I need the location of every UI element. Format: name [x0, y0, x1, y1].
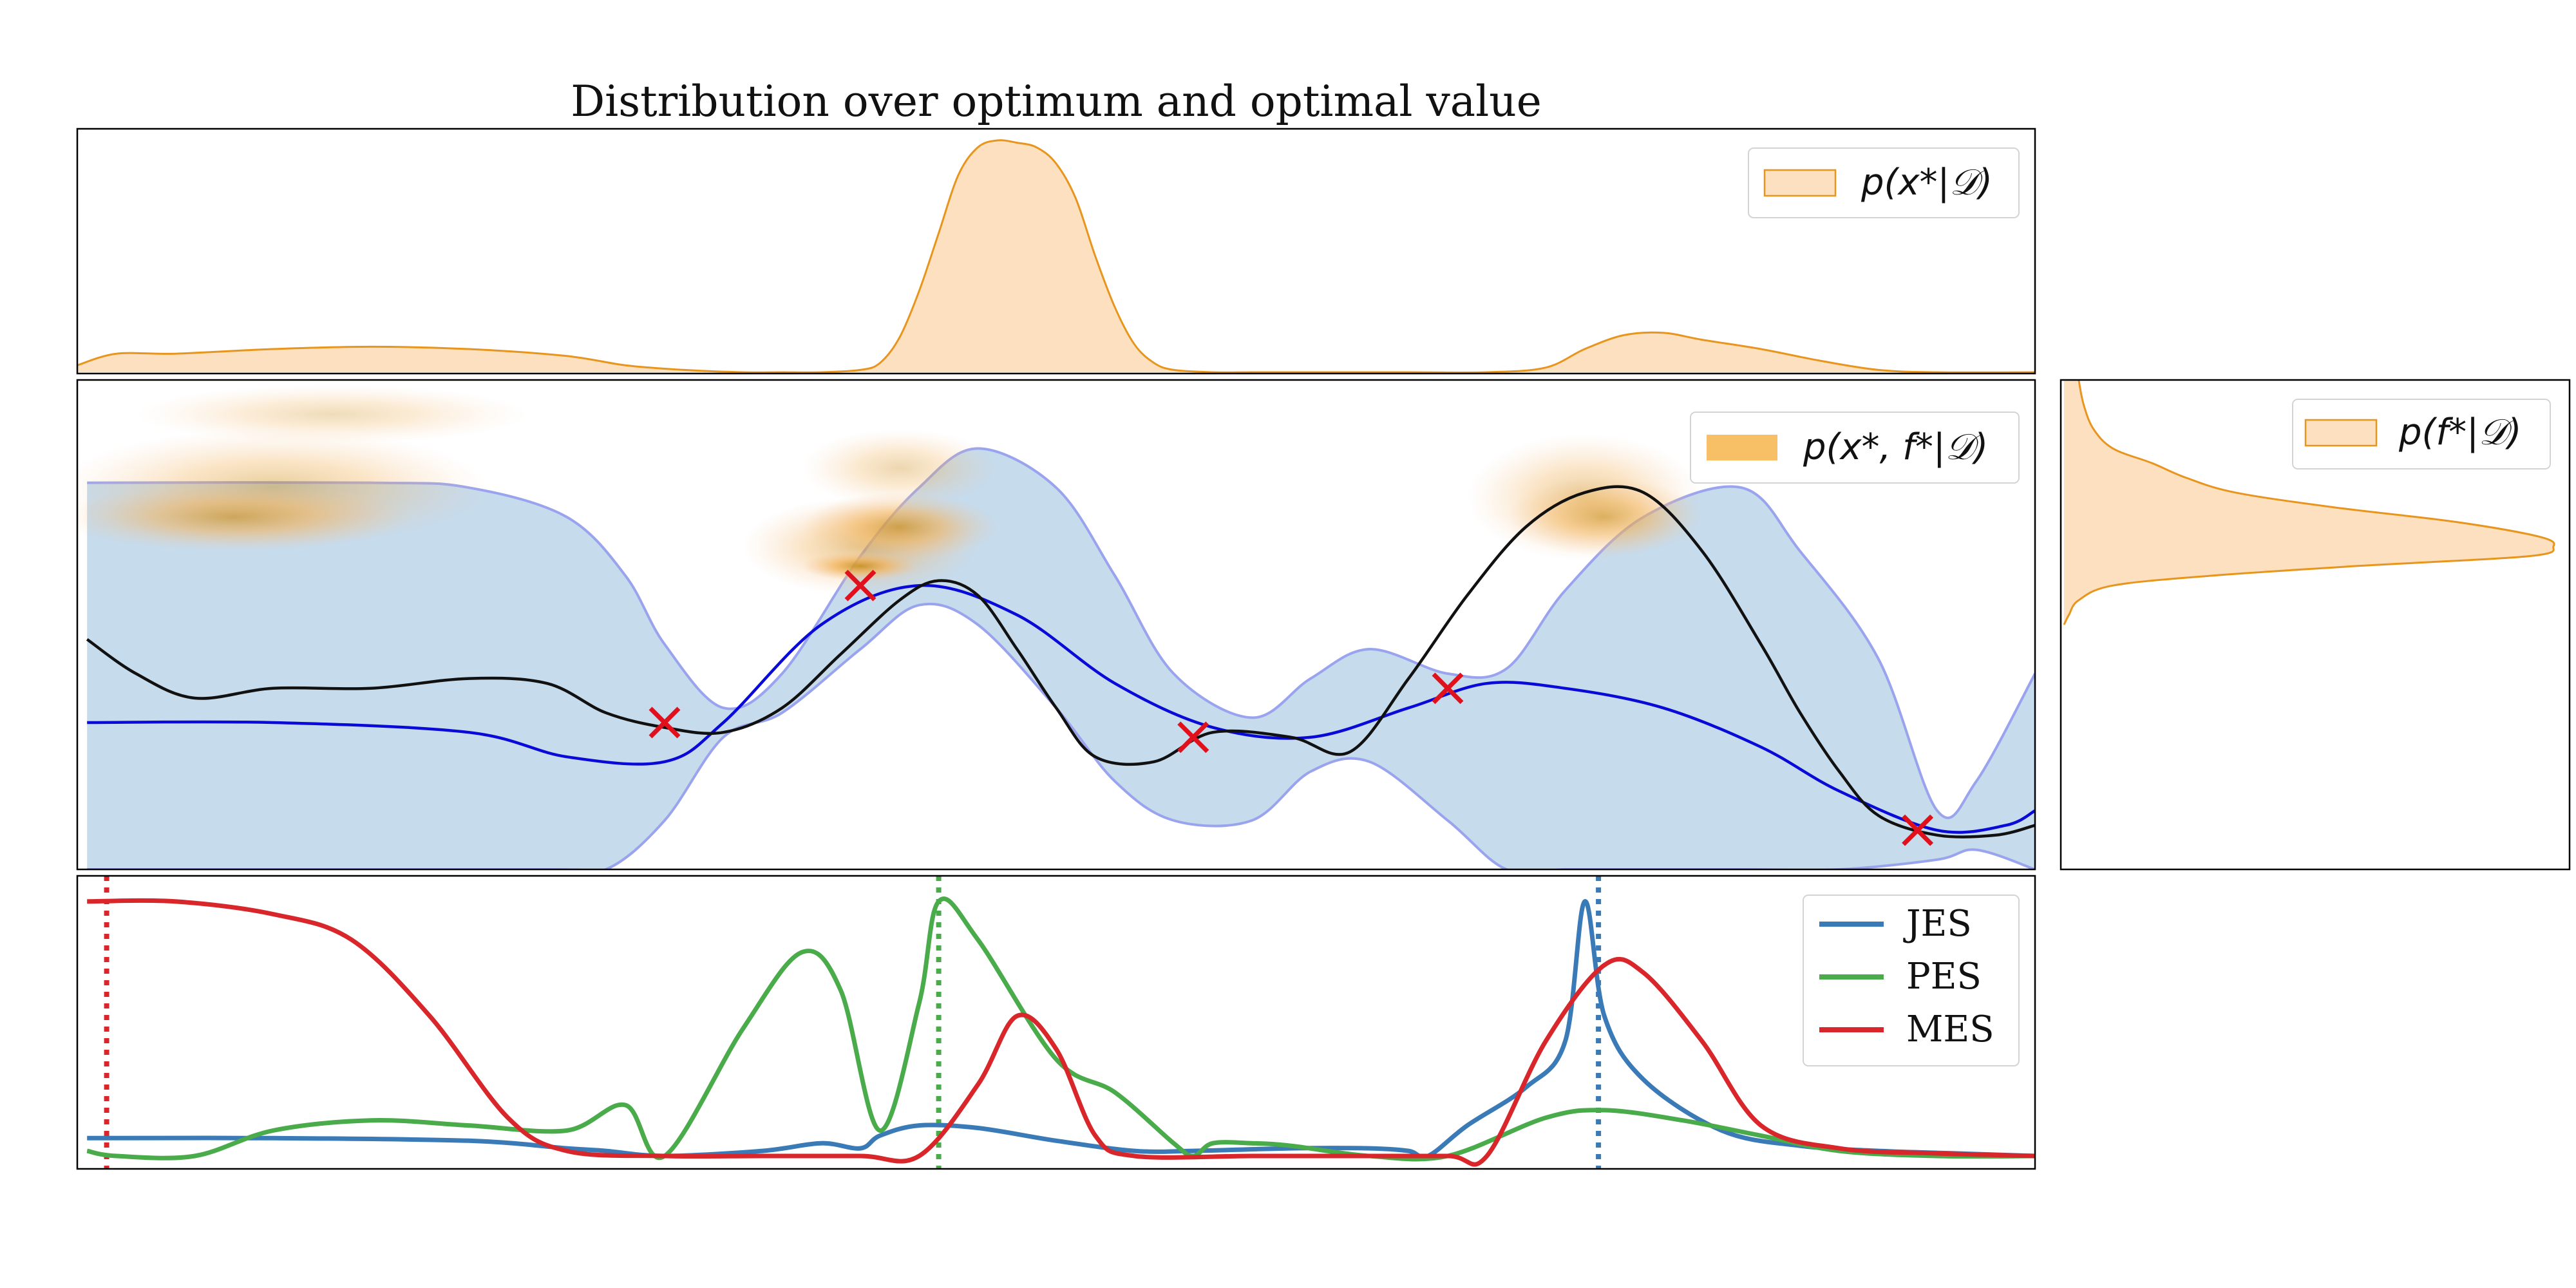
legend-px-box [1748, 147, 2020, 218]
legend-joint: p(x*, f*|𝒟) [1690, 412, 2020, 484]
acquisition-line-jes [87, 899, 2036, 1160]
legend-pf-label: p(f*|𝒟) [2398, 412, 2522, 453]
acquisition-panel-frame [76, 875, 2036, 1170]
acquisition-line-mes [87, 898, 2036, 1167]
legend-joint-label: p(x*, f*|𝒟) [1803, 426, 1988, 468]
legend-jes-label: JES [1903, 903, 1972, 945]
legend-pf-box [2292, 399, 2551, 469]
side-marginal-line [2063, 379, 2555, 625]
joint-density-blob-6 [801, 429, 998, 507]
legend-pf: p(f*|𝒟) [2292, 399, 2551, 469]
observation-marker-2 [1177, 721, 1209, 753]
legend-pes-label: PES [1906, 956, 1982, 998]
true-function-line [86, 485, 2035, 838]
acquisition-line-pes [86, 896, 2036, 1162]
lower-bound-line [87, 602, 2035, 869]
acquisition-panel: JES PES MES [76, 875, 2036, 1170]
side-marginal-fill [2064, 380, 2555, 625]
observation-marker-3 [1432, 672, 1464, 705]
main-panel-frame [76, 379, 2036, 871]
posterior-mean-line [87, 583, 2035, 834]
legend-acquisition: JES PES MES [1803, 895, 2020, 1066]
side-marginal-panel: p(f*|𝒟) [2060, 379, 2571, 871]
observation-markers-layer [649, 569, 1934, 846]
legend-px-label: p(x*|𝒟) [1861, 162, 1993, 204]
side-panel-frame [2060, 379, 2571, 871]
top-marginal-area-layer [77, 139, 2036, 374]
acquisition-lines-layer [86, 876, 2036, 1169]
legend-joint-swatch [1707, 435, 1777, 460]
joint-density-blob-5 [801, 551, 920, 581]
top-marginal-panel: p(x*|𝒟) [76, 128, 2036, 375]
side-marginal-area-layer [2063, 379, 2555, 625]
legend-px: p(x*|𝒟) [1748, 147, 2020, 218]
upper-bound-line [87, 447, 2035, 819]
observation-marker-4 [1902, 814, 1934, 846]
main-posterior-panel: p(x*, f*|𝒟) [76, 379, 2036, 871]
legend-mes-label: MES [1906, 1009, 1994, 1050]
top-panel-frame [76, 128, 2036, 375]
observation-marker-0 [649, 706, 681, 739]
joint-density-blob-2 [136, 384, 528, 444]
legend-pf-swatch [2304, 419, 2378, 447]
legend-joint-box [1690, 412, 2020, 484]
posterior-lines-layer [86, 485, 2035, 838]
observation-marker-1 [844, 569, 876, 601]
confidence-band-layer [87, 447, 2035, 869]
joint-density-blob-1 [77, 482, 410, 551]
joint-density-layer [77, 384, 1703, 596]
legend-px-swatch [1763, 169, 1837, 197]
legend-acquisition-box [1803, 895, 2020, 1066]
top-marginal-line [77, 139, 2036, 374]
top-marginal-fill [77, 140, 2035, 373]
joint-density-blob-4 [801, 492, 998, 562]
confidence-band [87, 448, 2035, 869]
figure-title: Distribution over optimum and optimal va… [571, 77, 1542, 126]
